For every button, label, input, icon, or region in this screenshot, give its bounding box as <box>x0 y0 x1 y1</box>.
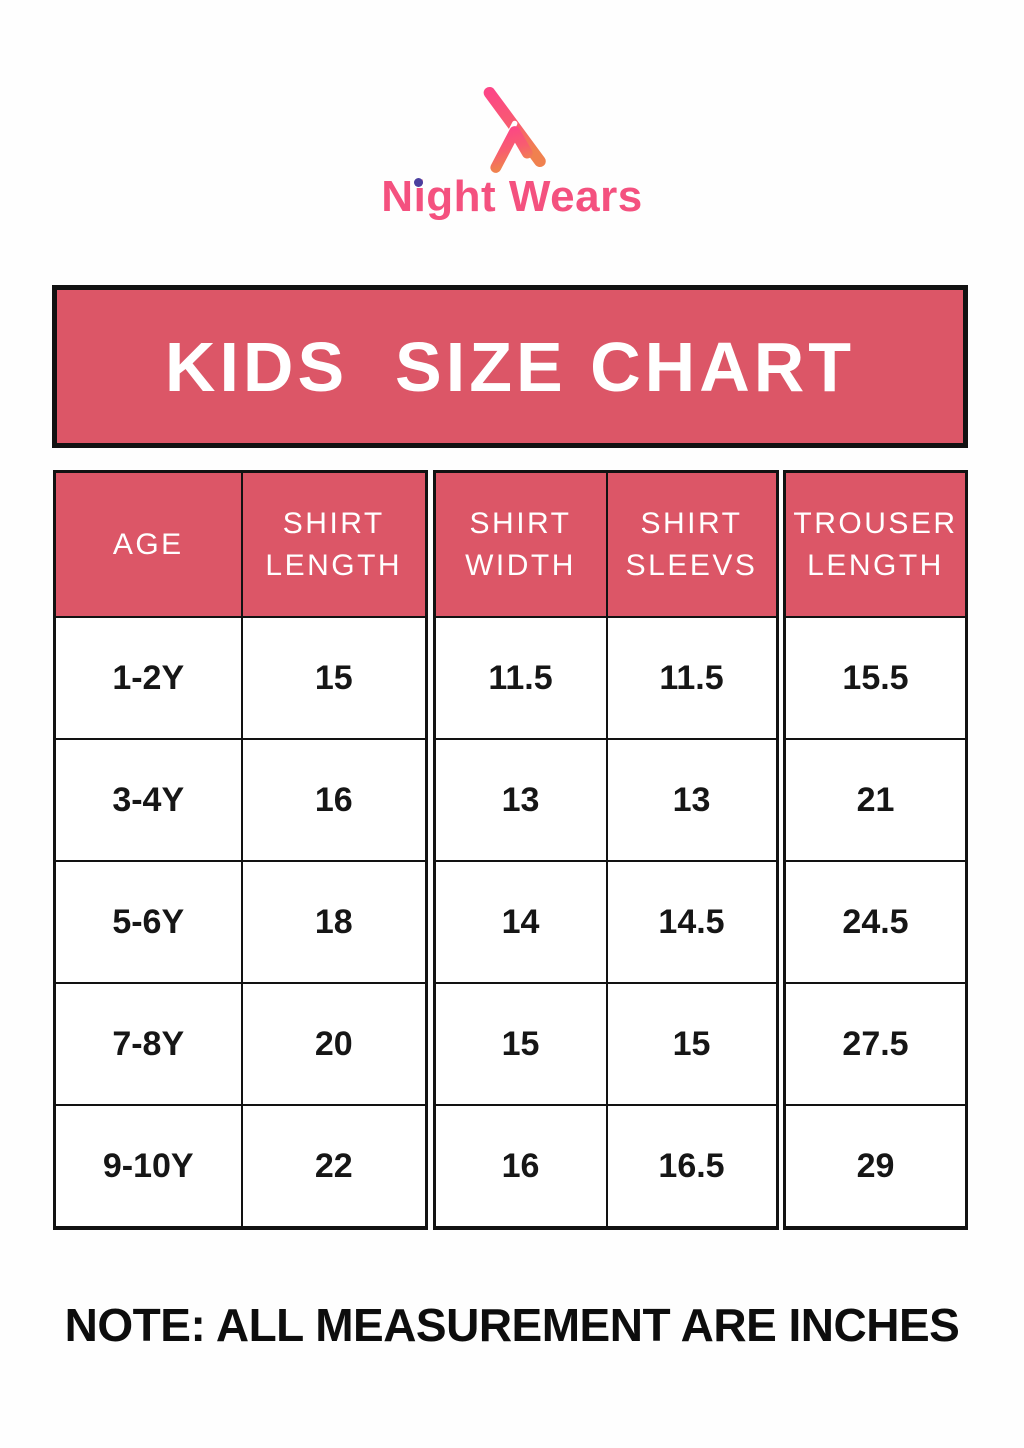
measurement-note: NOTE: ALL MEASUREMENT ARE INCHES <box>64 1299 960 1351</box>
header-cell-shirt-length: SHIRT LENGTH <box>240 473 425 616</box>
table-cell-shirt-length-row3: 18 <box>240 860 425 982</box>
brand-logo: Night Wears <box>0 80 1024 219</box>
table-cell-trouser-length-row2: 21 <box>786 738 965 860</box>
table-cell-shirt-sleevs-row3: 14.5 <box>605 860 776 982</box>
header-cell-shirt-width: SHIRT WIDTH <box>435 473 606 616</box>
table-group-width-sleeves: SHIRT WIDTH SHIRT SLEEVS 11.5 11.5 13 13… <box>432 470 779 1230</box>
table-group-age-length: AGE SHIRT LENGTH 1-2Y 15 3-4Y 16 5-6Y 18… <box>53 470 428 1230</box>
table-cell-shirt-sleevs-row2: 13 <box>605 738 776 860</box>
brand-name-text: Night Wears <box>381 172 643 221</box>
table-cell-age-row3: 5-6Y <box>56 860 241 982</box>
table-cell-age-row5: 9-10Y <box>56 1104 241 1226</box>
table-cell-shirt-width-row2: 13 <box>435 738 606 860</box>
header-cell-shirt-sleevs: SHIRT SLEEVS <box>605 473 776 616</box>
table-cell-trouser-length-row4: 27.5 <box>786 982 965 1104</box>
table-cell-shirt-length-row5: 22 <box>240 1104 425 1226</box>
header-cell-trouser-length: TROUSER LENGTH <box>786 473 965 616</box>
i-dot-accent <box>414 178 424 187</box>
table-cell-shirt-length-row2: 16 <box>240 738 425 860</box>
table-cell-shirt-width-row4: 15 <box>435 982 606 1104</box>
table-cell-age-row2: 3-4Y <box>56 738 241 860</box>
table-cell-shirt-sleevs-row5: 16.5 <box>605 1104 776 1226</box>
table-cell-trouser-length-row1: 15.5 <box>786 616 965 738</box>
table-cell-shirt-length-row4: 20 <box>240 982 425 1104</box>
table-cell-age-row1: 1-2Y <box>56 616 241 738</box>
table-cell-trouser-length-row3: 24.5 <box>786 860 965 982</box>
table-group-trouser: TROUSER LENGTH 15.5 21 24.5 27.5 29 <box>783 470 968 1230</box>
table-cell-age-row4: 7-8Y <box>56 982 241 1104</box>
table-cell-trouser-length-row5: 29 <box>786 1104 965 1226</box>
brand-name: Night Wears <box>381 175 642 219</box>
banner-title: KIDS SIZE CHART <box>164 327 856 406</box>
nw-monogram-icon <box>483 85 546 173</box>
table-cell-shirt-width-row3: 14 <box>435 860 606 982</box>
size-chart-table: AGE SHIRT LENGTH 1-2Y 15 3-4Y 16 5-6Y 18… <box>53 470 968 1230</box>
kids-size-chart-banner: KIDS SIZE CHART <box>52 285 968 448</box>
table-cell-shirt-length-row1: 15 <box>240 616 425 738</box>
table-cell-shirt-sleevs-row4: 15 <box>605 982 776 1104</box>
table-cell-shirt-width-row1: 11.5 <box>435 616 606 738</box>
header-cell-age: AGE <box>56 473 241 616</box>
table-cell-shirt-sleevs-row1: 11.5 <box>605 616 776 738</box>
table-cell-shirt-width-row5: 16 <box>435 1104 606 1226</box>
